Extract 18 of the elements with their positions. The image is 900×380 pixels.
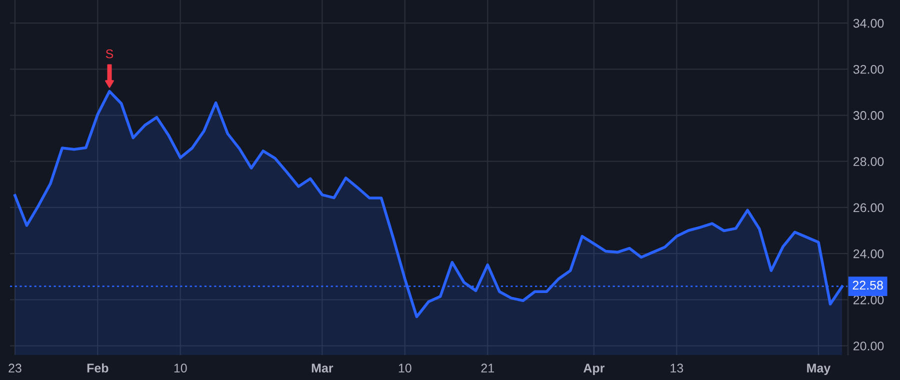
y-tick-label: 30.00 [853, 111, 884, 120]
x-tick-label: 23 [8, 364, 22, 373]
y-tick-label: 34.00 [853, 18, 884, 28]
ref-line-label: 22.58 [852, 280, 883, 290]
x-tick-label: Mar [312, 364, 334, 373]
x-tick-label: 10 [174, 364, 187, 373]
x-tick-label: May [807, 364, 831, 375]
x-tick-label: 10 [398, 364, 412, 373]
x-tick-label: 21 [481, 364, 494, 372]
x-tick-label: Feb [87, 363, 108, 373]
annotation: S [106, 49, 114, 58]
x-tick-label: Apr [584, 364, 605, 375]
x-tick-label: 13 [670, 364, 684, 373]
y-tick-label: 28.00 [853, 157, 884, 166]
y-tick-label: 24.00 [853, 249, 884, 258]
y-tick-label: 26.00 [853, 203, 884, 212]
y-tick-label: 20.00 [853, 342, 884, 350]
y-tick-label: 32.00 [853, 64, 884, 74]
